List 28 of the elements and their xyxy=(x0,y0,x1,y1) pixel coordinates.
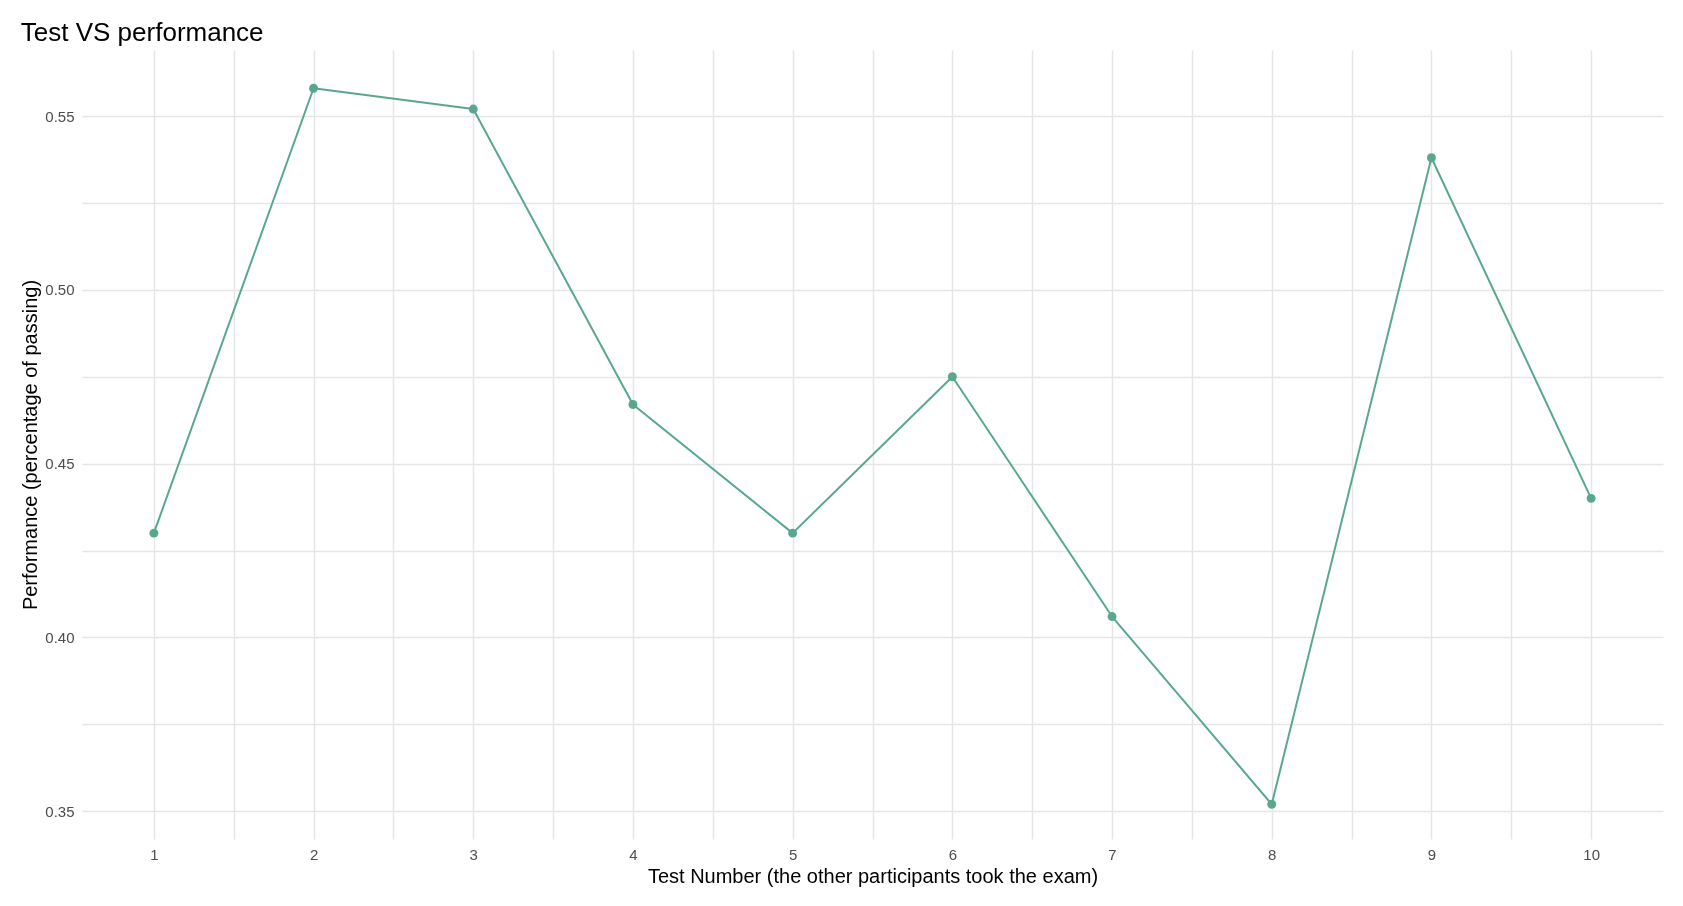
x-tick-label: 10 xyxy=(1583,845,1600,863)
point xyxy=(1426,153,1436,163)
y-tick-label: 0.35 xyxy=(45,802,75,820)
y-axis-title: Performance (percentage of passing) xyxy=(19,279,42,611)
y-tick-label: 0.40 xyxy=(45,628,75,646)
point xyxy=(1267,799,1277,809)
x-tick-label: 9 xyxy=(1427,845,1437,863)
x-tick-label: 1 xyxy=(150,845,159,863)
point xyxy=(628,400,638,409)
point xyxy=(149,528,159,538)
chart-title: Test VS performance xyxy=(20,17,264,47)
x-tick-label: 3 xyxy=(469,845,478,863)
point xyxy=(1107,612,1117,622)
x-axis-title: Test Number (the other participants took the exam) xyxy=(647,864,1099,887)
point xyxy=(1586,493,1596,503)
y-tick-label: 0.45 xyxy=(45,455,75,473)
y-tick-label: 0.50 xyxy=(45,281,75,299)
x-tick-label: 5 xyxy=(788,845,798,863)
point xyxy=(788,528,798,538)
point xyxy=(947,372,957,382)
x-tick-label: 8 xyxy=(1268,845,1277,863)
x-tick-label: 2 xyxy=(309,845,319,863)
x-tick-label: 7 xyxy=(1108,845,1117,863)
x-tick-label: 6 xyxy=(948,845,958,863)
x-tick-label: 4 xyxy=(629,845,638,863)
point xyxy=(309,83,319,93)
y-tick-label: 0.55 xyxy=(45,107,75,125)
point xyxy=(468,104,478,114)
